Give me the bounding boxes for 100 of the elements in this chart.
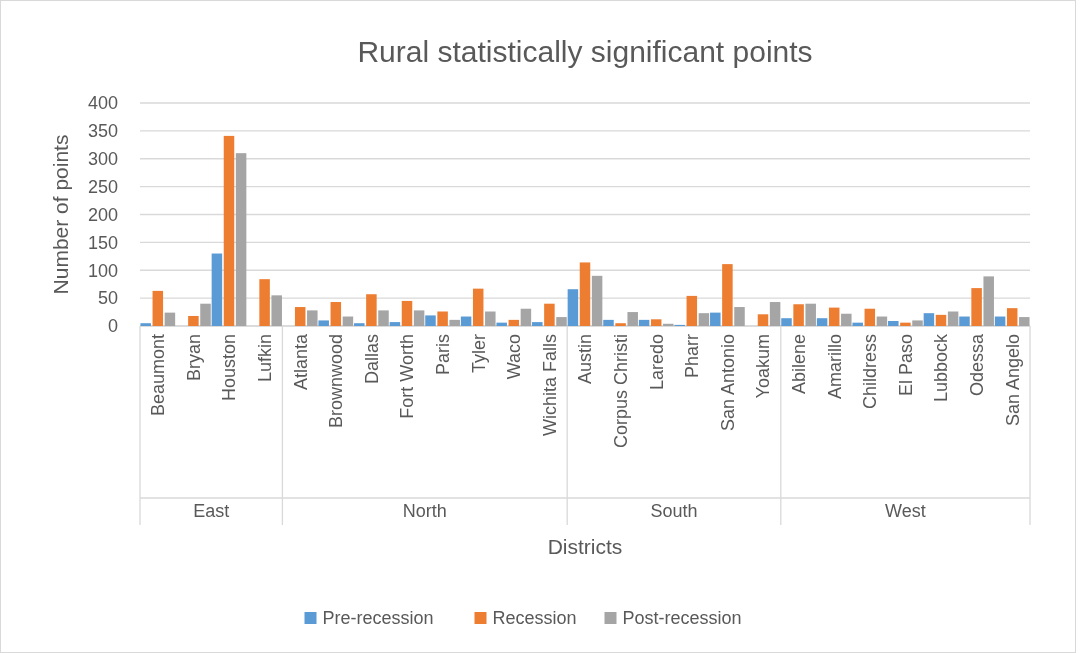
bar: [591, 275, 603, 326]
bar: [401, 300, 413, 326]
bar: [769, 302, 781, 326]
bar: [615, 323, 626, 326]
bar: [638, 319, 650, 326]
bar: [485, 311, 496, 326]
bar: [271, 295, 282, 326]
x-tick-label: Childress: [860, 334, 881, 410]
bar: [876, 316, 888, 326]
bar: [544, 303, 555, 326]
x-tick-label: Laredo: [646, 334, 667, 391]
bar: [235, 153, 247, 326]
bar: [983, 276, 994, 326]
bar: [888, 320, 899, 326]
y-tick-label: 50: [97, 288, 118, 309]
text: North: [402, 501, 447, 522]
x-tick-label: Amarillo: [824, 334, 845, 400]
y-tick-label: 350: [87, 121, 118, 142]
bar: [1019, 317, 1030, 326]
x-tick-label: Bryan: [183, 334, 204, 382]
bar: [354, 323, 365, 326]
x-tick-label: Brownwood: [326, 334, 347, 429]
x-tick-label: El Paso: [895, 334, 916, 397]
bar: [852, 322, 863, 326]
bar: [164, 312, 176, 326]
bar: [864, 308, 876, 326]
bar: [307, 310, 318, 326]
bar: [140, 323, 151, 326]
bar: [793, 304, 804, 326]
x-tick-label: Paris: [432, 334, 453, 376]
bar: [389, 322, 401, 326]
bar: [994, 316, 1006, 326]
y-tick-label: 100: [87, 260, 118, 281]
x-tick-label: Dallas: [361, 334, 382, 385]
y-tick-label: 200: [87, 204, 118, 225]
bar: [472, 288, 484, 326]
bar: [1006, 308, 1018, 326]
x-tick-label: Beaumont: [148, 334, 169, 417]
text: East: [193, 501, 230, 522]
legend-label: Pre-recession: [322, 608, 434, 629]
bar: [579, 262, 591, 326]
bar: [781, 318, 792, 326]
bar: [816, 318, 828, 326]
bar: [496, 322, 507, 326]
bar: [520, 308, 532, 326]
x-tick-label: Fort Worth: [397, 334, 418, 419]
bar: [425, 315, 436, 326]
bar: [188, 315, 199, 326]
bar: [650, 319, 662, 326]
text: South: [650, 501, 698, 522]
bar: [627, 312, 638, 326]
bar: [841, 313, 852, 326]
y-tick-label: 250: [87, 176, 118, 197]
y-tick-label: 300: [87, 149, 118, 170]
bar: [223, 135, 235, 326]
legend-label: Post-recession: [622, 608, 742, 629]
bar: [413, 310, 425, 326]
bar: [532, 322, 543, 326]
bar: [556, 317, 567, 326]
y-tick-label: 400: [87, 93, 118, 114]
bar: [366, 294, 377, 326]
bar: [437, 311, 448, 326]
bar: [959, 316, 970, 326]
x-tick-label: Corpus Christi: [610, 334, 631, 449]
bar: [923, 313, 935, 326]
bar: [971, 288, 982, 326]
bar: [912, 320, 923, 326]
bar: [342, 316, 354, 326]
bar: [757, 314, 769, 326]
bar: [294, 307, 306, 326]
x-tick-label: Wichita Falls: [539, 334, 560, 437]
bar: [698, 313, 710, 326]
bar: [460, 316, 472, 326]
bar: [259, 279, 270, 326]
x-tick-label: Tyler: [468, 334, 489, 374]
x-tick-label: Atlanta: [290, 333, 311, 391]
legend-label: Recession: [492, 608, 577, 629]
bar: [935, 314, 947, 326]
bar: [734, 307, 745, 326]
bar: [330, 302, 342, 326]
x-tick-label: Lubbock: [931, 333, 952, 403]
y-axis-title: Number of points: [49, 134, 72, 295]
bar: [805, 303, 816, 326]
bar: [947, 311, 959, 326]
x-tick-label: Abilene: [788, 334, 809, 395]
bar: [152, 290, 164, 326]
bar: [508, 319, 520, 326]
bar: [449, 319, 460, 326]
x-tick-label: San Antonio: [717, 334, 738, 432]
text: West: [885, 501, 926, 522]
x-tick-label: Lufkin: [254, 334, 275, 383]
bar: [603, 319, 614, 326]
bar: [710, 312, 721, 326]
bar: [200, 303, 211, 326]
bar: [211, 253, 223, 326]
bar: [567, 289, 579, 326]
x-axis-title: Districts: [547, 535, 623, 558]
x-tick-label: Austin: [575, 334, 596, 385]
y-tick-label: 0: [107, 316, 118, 337]
x-tick-label: Houston: [219, 334, 240, 402]
